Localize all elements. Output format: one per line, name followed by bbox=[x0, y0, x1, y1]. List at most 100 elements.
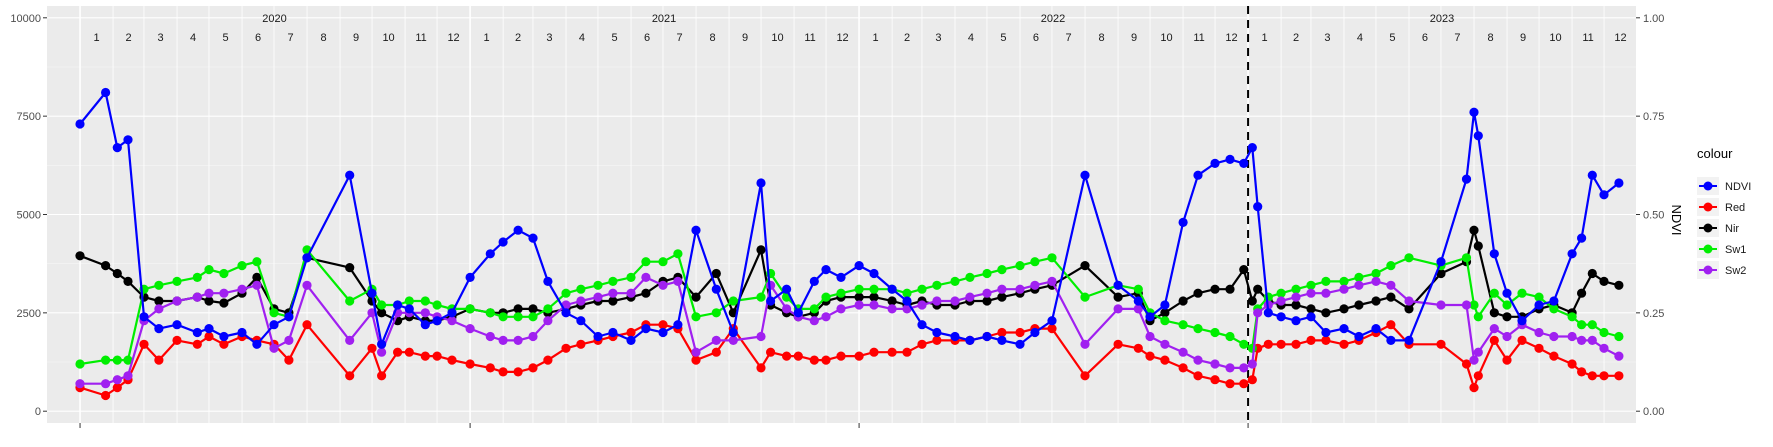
sw1-point bbox=[711, 308, 721, 318]
sw1-point bbox=[917, 284, 927, 294]
ndvi-point bbox=[1276, 312, 1286, 322]
red-point bbox=[1247, 375, 1257, 385]
y-tick-label: 10000 bbox=[10, 13, 41, 25]
red-point bbox=[1339, 339, 1349, 349]
month-label: 10 bbox=[1549, 32, 1561, 44]
month-label: 6 bbox=[1422, 32, 1428, 44]
ndvi-point bbox=[513, 225, 523, 235]
nir-point bbox=[1436, 268, 1446, 279]
sw2-point bbox=[917, 300, 927, 310]
nir-point bbox=[1371, 296, 1381, 306]
ndvi-point bbox=[75, 119, 85, 129]
red-point bbox=[782, 351, 792, 361]
sw1-point bbox=[543, 304, 553, 314]
sw1-point bbox=[75, 359, 85, 369]
red-point bbox=[465, 359, 475, 369]
sw2-point bbox=[1080, 339, 1090, 349]
sw1-point bbox=[204, 265, 214, 275]
nir-point bbox=[756, 245, 766, 255]
ndvi-point bbox=[593, 331, 603, 342]
nir-point bbox=[641, 288, 651, 298]
nir-point bbox=[528, 304, 538, 314]
month-label: 4 bbox=[968, 32, 974, 44]
sw1-point bbox=[1371, 268, 1381, 279]
sw2-point bbox=[75, 379, 85, 389]
red-point bbox=[528, 363, 538, 373]
nir-point bbox=[1225, 284, 1235, 294]
month-label: 10 bbox=[1160, 32, 1172, 44]
sw2-point bbox=[608, 288, 618, 298]
red-point bbox=[172, 335, 182, 345]
month-label: 5 bbox=[222, 32, 228, 44]
sw2-point bbox=[112, 375, 122, 385]
sw1-point bbox=[513, 312, 523, 322]
legend-key-marker bbox=[1703, 223, 1713, 233]
red-point bbox=[887, 347, 897, 357]
sw2-point bbox=[711, 335, 721, 345]
ndvi-point bbox=[237, 327, 247, 338]
sw2-point bbox=[728, 335, 738, 345]
sw2-point bbox=[1599, 343, 1609, 353]
nir-point bbox=[1354, 300, 1364, 310]
nir-point bbox=[154, 296, 164, 306]
sw2-point bbox=[821, 312, 831, 322]
red-point bbox=[1587, 371, 1597, 381]
sw2-point bbox=[1291, 292, 1301, 302]
sw1-point bbox=[728, 296, 738, 306]
ndvi-point bbox=[1534, 300, 1544, 310]
nir-point bbox=[869, 292, 879, 302]
sw2-point bbox=[1587, 335, 1597, 345]
month-label: 8 bbox=[1098, 32, 1104, 44]
red-point bbox=[711, 347, 721, 357]
red-point bbox=[192, 339, 202, 349]
red-point bbox=[1047, 324, 1057, 334]
month-label: 12 bbox=[1225, 32, 1237, 44]
ndvi-point bbox=[404, 304, 414, 314]
sw1-point bbox=[1306, 280, 1316, 290]
nir-point bbox=[1339, 304, 1349, 314]
sw2-point bbox=[576, 296, 586, 306]
sw1-point bbox=[965, 272, 975, 282]
sw2-point bbox=[1178, 347, 1188, 357]
nir-point bbox=[1306, 304, 1316, 314]
red-point bbox=[1517, 335, 1527, 345]
sw2-point bbox=[284, 335, 294, 345]
nir-point bbox=[1321, 308, 1331, 318]
sw1-point bbox=[1404, 253, 1414, 263]
y2-tick-label: 1.00 bbox=[1643, 13, 1664, 25]
sw2-point bbox=[1502, 331, 1512, 342]
red-point bbox=[1145, 351, 1155, 361]
sw2-point bbox=[1534, 327, 1544, 338]
nir-point bbox=[1614, 280, 1624, 290]
legend-label-sw2: Sw2 bbox=[1725, 265, 1746, 277]
sw1-point bbox=[576, 284, 586, 294]
legend-label-sw1: Sw1 bbox=[1725, 244, 1746, 256]
sw1-point bbox=[1489, 288, 1499, 298]
red-point bbox=[447, 355, 457, 365]
sw2-point bbox=[869, 300, 879, 310]
sw1-point bbox=[1178, 320, 1188, 330]
sw1-point bbox=[1276, 288, 1286, 298]
sw2-point bbox=[485, 331, 495, 342]
legend-key-marker bbox=[1703, 202, 1713, 212]
month-label: 8 bbox=[1487, 32, 1493, 44]
month-label: 2 bbox=[125, 32, 131, 44]
sw1-point bbox=[593, 280, 603, 290]
ndvi-point bbox=[1030, 327, 1040, 338]
ndvi-point bbox=[1178, 217, 1188, 227]
ndvi-point bbox=[576, 316, 586, 326]
ndvi-point bbox=[172, 320, 182, 330]
sw1-point bbox=[1210, 327, 1220, 338]
sw1-point bbox=[1567, 312, 1577, 322]
sw2-point bbox=[1145, 331, 1155, 342]
sw1-point bbox=[997, 265, 1007, 275]
sw2-point bbox=[1247, 359, 1257, 369]
nir-point bbox=[204, 296, 214, 306]
month-label: 4 bbox=[1357, 32, 1363, 44]
legend: colour NDVI Red Nir Sw1 Sw2 bbox=[1697, 146, 1751, 279]
red-point bbox=[498, 367, 508, 377]
sw1-point bbox=[112, 355, 122, 365]
month-label: 6 bbox=[644, 32, 650, 44]
